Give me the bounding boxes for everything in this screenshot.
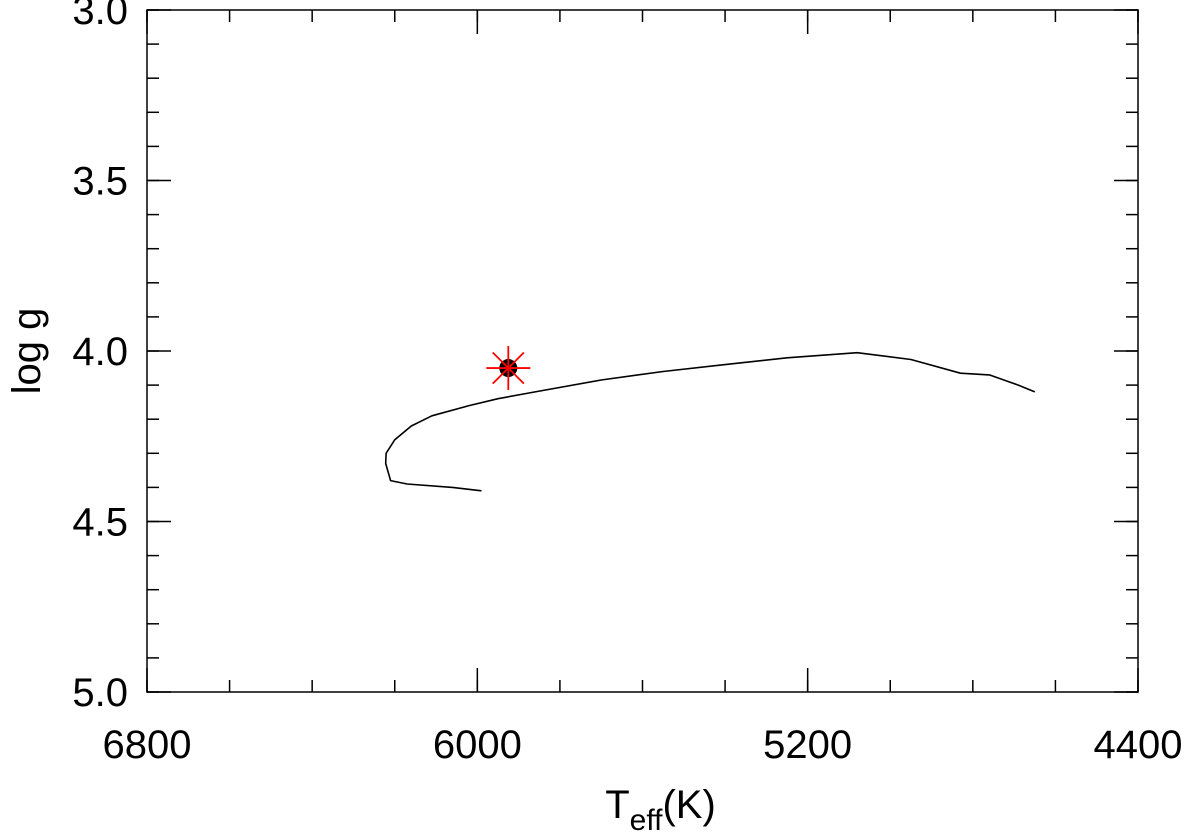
minor-ticks <box>146 9 1139 693</box>
plot-frame <box>146 9 1139 693</box>
y-tick-label: 3.0 <box>72 0 128 33</box>
marker-layer <box>486 346 531 391</box>
series-layer <box>384 351 1036 492</box>
y-tick-label: 4.0 <box>72 330 128 374</box>
star-position-burst-ray <box>492 351 525 385</box>
y-tick-label: 5.0 <box>72 671 128 715</box>
x-axis-title-main: T <box>605 783 629 827</box>
x-axis-title-suffix: (K) <box>662 783 715 827</box>
tick-label-layer: 6800 6000 5200 4400 3.0 3.5 4.0 4.5 5.0 <box>72 0 1182 767</box>
x-tick-label: 6000 <box>433 723 522 767</box>
x-tick-label: 4400 <box>1094 723 1183 767</box>
y-tick-label: 4.5 <box>72 501 128 545</box>
x-tick-label: 6800 <box>103 723 192 767</box>
x-axis-title: Teff(K) <box>605 783 716 835</box>
x-tick-label: 5200 <box>763 723 852 767</box>
evolutionary-track-line <box>384 351 1036 492</box>
major-ticks <box>146 9 1139 693</box>
y-axis-title: log g <box>5 308 49 395</box>
y-tick-label: 3.5 <box>72 160 128 204</box>
x-axis-title-subscript: eff <box>630 804 663 835</box>
